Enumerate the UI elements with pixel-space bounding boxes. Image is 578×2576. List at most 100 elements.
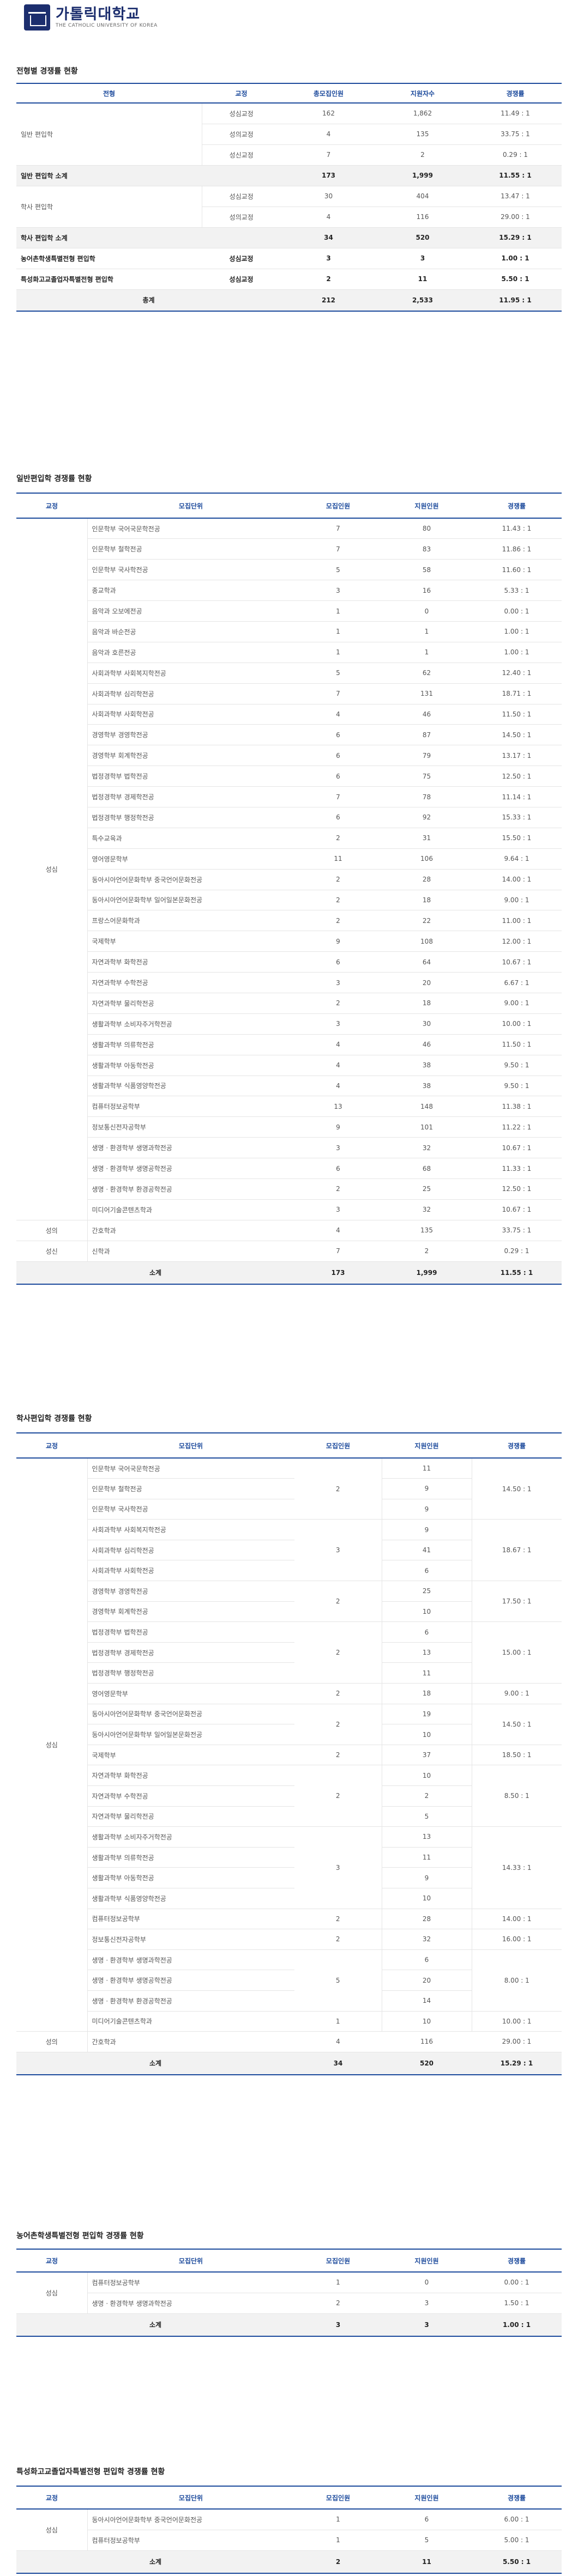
campus-name: 성심교정 — [202, 103, 281, 124]
ratio-value: 10.67 : 1 — [472, 1137, 562, 1159]
quota-value: 2 — [294, 1704, 382, 1745]
table-row: 학사 편입학 소계 34 520 15.29 : 1 — [16, 227, 562, 248]
applicant-value: 148 — [382, 1096, 472, 1117]
table-row: 성심 인문학부 국어국문학전공 2 11 14.50 : 1 — [16, 1458, 562, 2032]
applicant-value: 3 — [382, 2293, 472, 2314]
ratio-value: 13.47 : 1 — [469, 186, 562, 207]
applicant-value: 62 — [382, 663, 472, 684]
applicant-value: 0 — [382, 600, 472, 622]
unit-name: 경영학부 경영학전공 — [87, 1581, 294, 1602]
table-header-row: 전형 교정 총모집인원 지원자수 경쟁률 — [16, 83, 562, 103]
total-applicants: 520 — [382, 2052, 472, 2076]
table-row: 특성화고교졸업자특별전형 편입학 성심교정 2 11 5.50 : 1 — [16, 269, 562, 290]
ratio-value: 18.67 : 1 — [472, 1519, 562, 1582]
applicant-value: 135 — [376, 124, 469, 145]
ratio-value: 11.22 : 1 — [472, 1116, 562, 1138]
ratio-value: 9.00 : 1 — [472, 890, 562, 911]
applicant-value: 64 — [382, 951, 472, 973]
applicant-value: 46 — [382, 1034, 472, 1055]
ratio-value: 10.67 : 1 — [472, 951, 562, 973]
applicant-value: 11 — [382, 1847, 472, 1868]
ratio-value: 6.67 : 1 — [472, 972, 562, 993]
unit-name: 법정경학부 경제학전공 — [87, 1642, 294, 1663]
table-row: 생활과학부 식품영양학전공 10 — [16, 1888, 562, 1909]
ratio-value: 10.00 : 1 — [472, 2011, 562, 2032]
table-row: 생명ㆍ환경학부 생명과학전공 5 6 8.00 : 1 — [16, 1949, 562, 2012]
unit-name: 신학과 — [87, 1241, 294, 1262]
table-header-row: 교정 모집단위 모집인원 지원인원 경쟁률 — [16, 2486, 562, 2509]
unit-name: 인문학부 철학전공 — [87, 1478, 294, 1499]
quota-value: 2 — [294, 2293, 382, 2314]
table-row: 자연과학부 화학전공 6 64 10.67 : 1 — [16, 951, 562, 973]
table-row: 법정경학부 법학전공 6 75 12.50 : 1 — [16, 765, 562, 787]
unit-name: 자연과학부 물리학전공 — [87, 1806, 294, 1827]
applicant-value: 32 — [382, 1137, 472, 1159]
column-header: 경쟁률 — [507, 502, 526, 510]
unit-name: 간호학과 — [87, 2031, 294, 2052]
ratio-value: 9.00 : 1 — [472, 1683, 562, 1704]
quota-value: 2 — [294, 1581, 382, 1623]
applicant-value: 1 — [382, 621, 472, 642]
applicant-value: 18 — [382, 993, 472, 1014]
quota-value: 4 — [281, 124, 376, 145]
table-row: 사회과학부 심리학전공 41 — [16, 1540, 562, 1561]
unit-name: 국제학부 — [87, 931, 294, 952]
total-label: 총계 — [16, 289, 281, 312]
applicant-value: 10 — [382, 1724, 472, 1745]
table-row: 성의 간호학과 4 116 29.00 : 1 — [16, 2031, 562, 2052]
applicant-value: 19 — [382, 1704, 472, 1725]
quota-value: 4 — [281, 206, 376, 228]
column-header: 지원인원 — [414, 1442, 439, 1450]
quota-value: 2 — [294, 1683, 382, 1704]
ratio-value: 10.67 : 1 — [472, 1199, 562, 1220]
applicant-value: 520 — [376, 227, 469, 248]
unit-name: 생활과학부 식품영양학전공 — [87, 1888, 294, 1909]
table-row: 동아시아언어문화학부 중국언어문화전공 2 28 14.00 : 1 — [16, 869, 562, 890]
ratio-value: 15.29 : 1 — [469, 227, 562, 248]
applicant-value: 2 — [376, 144, 469, 166]
column-header: 지원인원 — [414, 2494, 439, 2502]
unit-name: 컴퓨터정보공학부 — [87, 2272, 294, 2293]
section-vocational-special: 특성화고교졸업자특별전형 편입학 경쟁률 현황 교정 모집단위 모집인원 지원인원 경쟁… — [16, 2466, 562, 2574]
unit-name: 생명ㆍ환경학부 생명과학전공 — [87, 1949, 294, 1971]
applicant-value: 11 — [376, 269, 469, 290]
table-row: 소계 3 3 1.00 : 1 — [16, 2313, 562, 2337]
page-header: 가톨릭대학교 THE CATHOLIC UNIVERSITY OF KOREA — [0, 0, 578, 44]
ratio-value: 11.86 : 1 — [472, 538, 562, 560]
table-row: 경영학부 회계학전공 6 79 13.17 : 1 — [16, 745, 562, 767]
unit-name: 컴퓨터정보공학부 — [87, 2530, 294, 2551]
applicant-value: 31 — [382, 828, 472, 849]
column-header: 총모집인원 — [313, 89, 344, 98]
university-logo[interactable]: 가톨릭대학교 THE CATHOLIC UNIVERSITY OF KOREA — [24, 4, 158, 31]
total-applicants: 11 — [382, 2550, 472, 2574]
ratio-value: 11.43 : 1 — [472, 518, 562, 539]
applicant-value: 11 — [382, 1458, 472, 1479]
applicant-value: 22 — [382, 910, 472, 932]
table-row: 사회과학부 사회복지학전공 5 62 12.40 : 1 — [16, 663, 562, 684]
applicant-value: 116 — [376, 206, 469, 228]
table-row: 생활과학부 식품영양학전공 4 38 9.50 : 1 — [16, 1076, 562, 1097]
quota-value: 1 — [294, 2509, 382, 2530]
ratio-value: 0.29 : 1 — [469, 144, 562, 166]
table-row: 음악과 바순전공 1 1 1.00 : 1 — [16, 621, 562, 642]
applicant-value: 5 — [382, 2530, 472, 2551]
applicant-value: 92 — [382, 807, 472, 828]
section-title: 특성화고교졸업자특별전형 편입학 경쟁률 현황 — [16, 2468, 165, 2476]
table-row: 성신교정 7 2 0.29 : 1 — [16, 144, 562, 166]
applicant-value: 11 — [382, 1662, 472, 1684]
unit-name: 음악과 호른전공 — [87, 642, 294, 663]
section-title: 일반편입학 경쟁률 현황 — [16, 475, 92, 483]
ratio-value: 5.00 : 1 — [472, 2530, 562, 2551]
applicant-value: 18 — [382, 1683, 472, 1704]
ratio-value: 5.33 : 1 — [472, 580, 562, 602]
total-quota: 34 — [294, 2052, 382, 2076]
unit-name: 경영학부 회계학전공 — [87, 745, 294, 767]
ratio-value: 9.50 : 1 — [472, 1055, 562, 1076]
applicant-value: 14 — [382, 1990, 472, 2012]
table-row: 경영학부 회계학전공 10 — [16, 1601, 562, 1623]
total-ratio: 5.50 : 1 — [472, 2550, 562, 2574]
quota-value: 5 — [294, 559, 382, 581]
table-vocational-special: 교정 모집단위 모집인원 지원인원 경쟁률 성심 동아시아언어문화학부 중국언어문화전공 1 6… — [16, 2486, 562, 2574]
table-row: 법정경학부 경제학전공 7 78 11.14 : 1 — [16, 786, 562, 807]
applicant-value: 38 — [382, 1076, 472, 1097]
